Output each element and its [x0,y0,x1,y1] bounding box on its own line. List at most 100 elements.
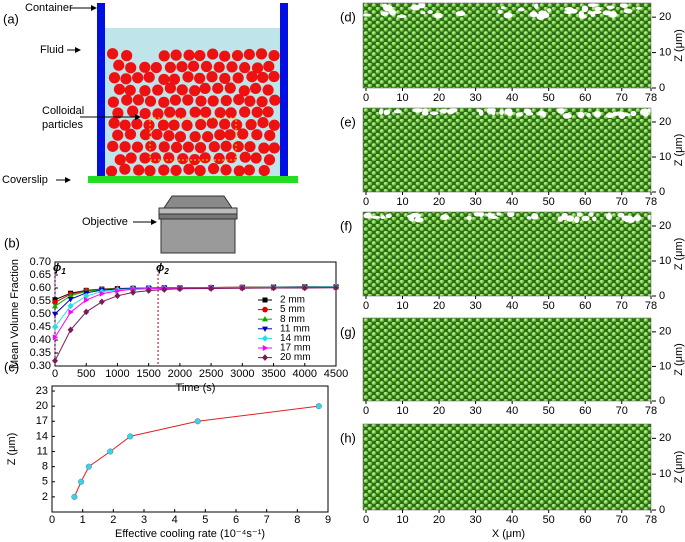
particle [108,117,120,129]
annotation-symbol: ϕ [53,262,61,274]
particle [183,163,195,175]
x-tick-label: 20 [433,92,445,104]
y-axis-title: Z (μm) [673,238,685,271]
particle [255,48,268,60]
void [592,216,597,222]
void [581,215,590,222]
label: Objective [82,216,128,228]
void [526,216,532,220]
particle [246,71,258,83]
particle [220,164,232,176]
particle [231,49,244,62]
void [606,5,615,10]
particle [151,128,163,141]
particle [239,151,251,163]
particle [112,107,124,119]
particle [264,129,276,142]
particle [219,118,231,130]
x-tick-label: 2500 [199,368,223,380]
particle [176,61,188,73]
void [576,212,583,217]
void [412,107,423,113]
particle [220,94,232,107]
particle [220,140,232,152]
label: Colloidal [42,105,84,117]
y-tick-label: 20 [659,11,671,23]
particle [145,140,157,152]
legend-marker [262,345,269,351]
particle [262,84,274,96]
image-frame [362,423,652,511]
x-tick-label: 40 [506,92,518,104]
x-axis-title: Effective cooling rate (10⁻⁴s⁻¹) [115,528,265,540]
particle [194,72,206,84]
x-tick-label: 7 [264,514,270,526]
x-tick-label: 20 [433,514,445,526]
particle [224,82,236,94]
data-point [145,287,152,294]
particle [245,119,257,131]
particle [143,71,155,83]
particle [232,140,244,153]
particle [250,152,262,164]
particle [251,129,263,141]
particle [268,49,280,62]
void [499,109,504,116]
legend-marker [262,306,268,313]
y-axis-title: Mean Volume Fraction [9,259,21,369]
particle [182,141,195,153]
y-tick-label: 20 [36,400,48,412]
void [564,7,574,11]
label: Fluid [40,44,64,56]
data-point [67,296,74,303]
particle [174,131,187,143]
particle [231,119,243,131]
void [526,111,532,116]
void [578,14,587,19]
void [547,8,552,12]
void [517,7,525,12]
void [433,12,443,19]
particle [150,61,162,74]
void [529,11,538,18]
x-tick-label: 20 [433,405,445,417]
label: particles [42,119,83,131]
x-tick-label: 78 [645,92,657,104]
void [378,108,384,115]
particle [158,50,170,62]
y-tick-label: 20 [659,326,671,338]
x-tick-label: 70 [616,300,628,312]
void [557,216,564,222]
void [497,9,503,14]
particle [199,152,211,164]
particle [244,95,256,107]
particle [263,154,276,166]
particle [187,60,200,72]
void [602,10,612,16]
x-tick-label: 4000 [293,368,317,380]
particle [176,84,188,96]
particle [139,129,152,141]
y-tick-label: 10 [659,151,671,163]
y-tick-label: 14 [36,430,48,442]
y-tick-label: 23 [36,385,48,397]
data-point [52,357,58,365]
particle [202,131,214,143]
legend-marker [262,326,268,332]
particle [106,48,119,60]
x-tick-label: 0 [52,368,58,380]
particles [105,48,281,177]
particle [164,106,176,118]
particle [258,142,270,154]
particle [207,163,220,175]
x-tick-label: 0 [363,196,369,208]
particle [164,61,176,74]
void [364,212,372,219]
particle [170,49,182,61]
x-tick-label: 60 [579,92,591,104]
particle [199,82,211,95]
particle [107,96,119,108]
data-point [52,334,59,341]
particle [158,164,170,176]
microscopy-image [363,424,651,510]
